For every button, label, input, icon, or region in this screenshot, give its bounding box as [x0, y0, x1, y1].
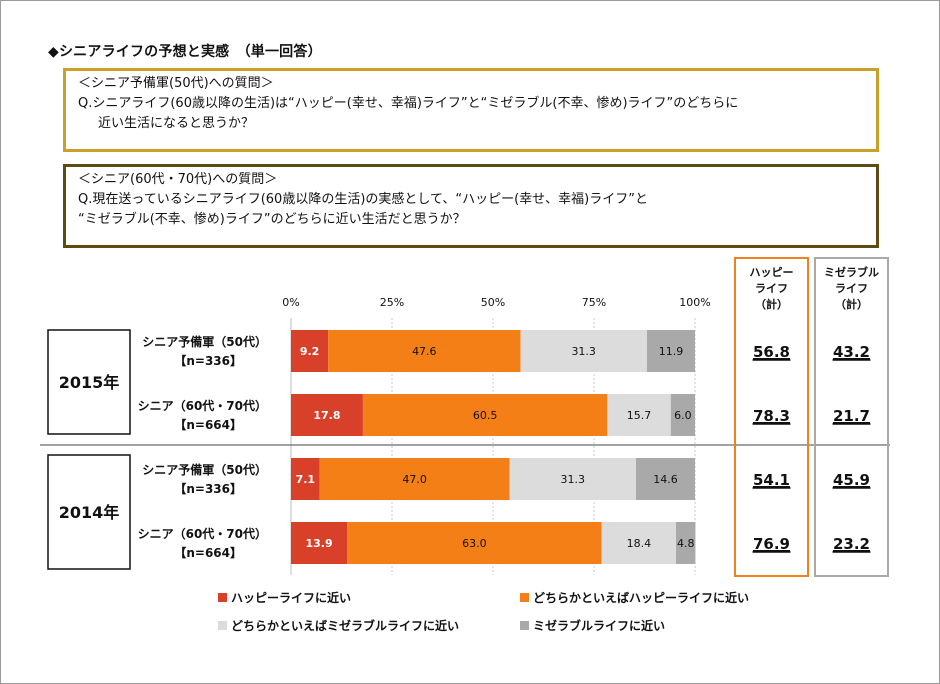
bar-value-label: 47.0: [402, 473, 427, 486]
bar-segment: [670, 394, 695, 436]
legend-swatch: [520, 621, 529, 630]
bar-segment: [636, 458, 695, 500]
summary-value: 76.9: [753, 535, 790, 553]
x-tick-label: 50%: [481, 296, 505, 309]
bar-segment: [607, 394, 671, 436]
summary-column-header: ミゼラブル: [824, 265, 879, 279]
row-sample-size: 【n=664】: [174, 417, 242, 432]
bar-value-label: 31.3: [571, 345, 596, 358]
summary-value: 23.2: [833, 535, 870, 553]
summary-column-box: [814, 257, 889, 577]
bar-value-label: 31.3: [561, 473, 586, 486]
bar-value-label: 13.9: [306, 537, 333, 550]
question-box-senior: ＜シニア(60代・70代)への質問＞ Q.現在送っているシニアライフ(60歳以降…: [63, 164, 879, 248]
bar-value-label: 11.9: [659, 345, 684, 358]
question-text-line: Q.シニアライフ(60歳以降の生活)は“ハッピー(幸せ、幸福)ライフ”と“ミゼラ…: [78, 96, 739, 111]
legend-label: どちらかといえばハッピーライフに近い: [533, 590, 749, 605]
row-label: シニア予備軍（50代）: [142, 334, 267, 349]
bar-segment: [291, 458, 320, 500]
summary-value: 21.7: [833, 407, 870, 425]
bar-value-label: 18.4: [627, 537, 652, 550]
group-label: 2015年: [59, 373, 120, 392]
group-label-box: [47, 329, 131, 435]
question-heading: ＜シニア(60代・70代)への質問＞: [78, 172, 278, 187]
question-box-pre-senior: ＜シニア予備軍(50代)への質問＞ Q.シニアライフ(60歳以降の生活)は“ハッ…: [63, 68, 879, 152]
bar-segment: [328, 330, 521, 372]
x-tick-label: 75%: [582, 296, 606, 309]
row-sample-size: 【n=336】: [174, 481, 242, 496]
x-tick-label: 0%: [282, 296, 299, 309]
row-sample-size: 【n=664】: [174, 545, 242, 560]
legend-label: どちらかといえばミゼラブルライフに近い: [231, 618, 459, 633]
question-text-line: 近い生活になると思うか？: [98, 116, 255, 131]
summary-value: 78.3: [753, 407, 790, 425]
bar-segment: [319, 458, 510, 500]
x-tick-label: 25%: [380, 296, 404, 309]
bar-value-label: 15.7: [627, 409, 652, 422]
summary-column-header: （計）: [755, 297, 788, 311]
summary-column-header: ハッピー: [750, 266, 794, 279]
bar-value-label: 14.6: [653, 473, 678, 486]
row-sample-size: 【n=336】: [174, 353, 242, 368]
bar-segment: [291, 330, 329, 372]
question-text-line: Q.現在送っているシニアライフ(60歳以降の生活)の実感として、“ハッピー(幸せ…: [78, 192, 648, 207]
bar-segment: [291, 522, 348, 564]
summary-column-header: ライフ: [755, 282, 788, 295]
legend-swatch: [218, 621, 227, 630]
summary-value: 54.1: [753, 471, 790, 489]
page-title: ◆シニアライフの予想と実感 （単一回答）: [48, 44, 322, 60]
group-label: 2014年: [59, 503, 120, 522]
bar-value-label: 6.0: [674, 409, 692, 422]
summary-value: 43.2: [833, 343, 870, 361]
summary-column-header: （計）: [835, 297, 868, 311]
summary-column-header: ライフ: [835, 282, 868, 295]
bar-segment: [520, 330, 647, 372]
bar-segment: [601, 522, 677, 564]
row-label: シニア予備軍（50代）: [142, 462, 267, 477]
bar-value-label: 17.8: [313, 409, 340, 422]
bar-segment: [509, 458, 637, 500]
group-label-box: [47, 454, 131, 570]
bar-value-label: 4.8: [677, 537, 695, 550]
question-text-line: “ミゼラブル(不幸、惨め)ライフ”のどちらに近い生活だと思うか？: [78, 212, 466, 227]
x-tick-label: 100%: [679, 296, 710, 309]
legend-label: ミゼラブルライフに近い: [533, 618, 665, 633]
bar-value-label: 9.2: [300, 345, 320, 358]
legend-swatch: [520, 593, 529, 602]
bar-segment: [676, 522, 696, 564]
legend-label: ハッピーライフに近い: [231, 590, 351, 605]
bar-value-label: 7.1: [296, 473, 316, 486]
bar-segment: [362, 394, 608, 436]
bar-value-label: 60.5: [473, 409, 498, 422]
row-label: シニア（60代・70代）: [138, 398, 267, 413]
legend-swatch: [218, 593, 227, 602]
bar-segment: [347, 522, 602, 564]
summary-value: 45.9: [833, 471, 870, 489]
bar-segment: [646, 330, 695, 372]
question-heading: ＜シニア予備軍(50代)への質問＞: [78, 76, 274, 91]
summary-value: 56.8: [753, 343, 790, 361]
bar-value-label: 63.0: [462, 537, 487, 550]
bar-segment: [291, 394, 363, 436]
bar-value-label: 47.6: [412, 345, 437, 358]
row-label: シニア（60代・70代）: [138, 526, 267, 541]
summary-column-box: [734, 257, 809, 577]
